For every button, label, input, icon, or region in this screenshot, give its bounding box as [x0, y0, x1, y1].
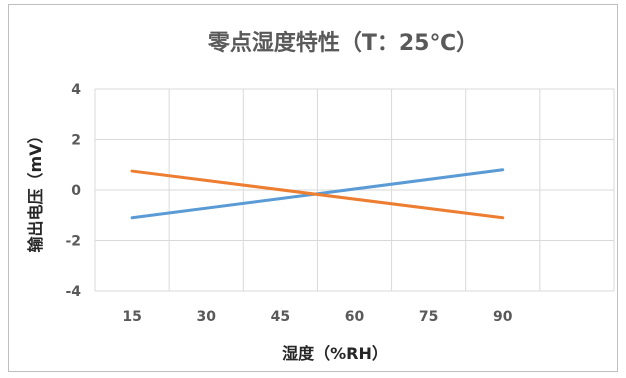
- series-line-2: [130, 169, 505, 220]
- y-tick-label: 4: [71, 82, 81, 98]
- chart-frame: [8, 4, 618, 372]
- y-axis-ticks: 4 2 0 -2 -4: [65, 82, 81, 300]
- x-tick-label: 30: [196, 309, 216, 325]
- y-axis-title: 输出电压（mV）: [26, 127, 45, 252]
- x-tick-label: 15: [122, 309, 141, 325]
- y-tick-label: -4: [65, 284, 81, 300]
- x-tick-label: 90: [493, 309, 513, 325]
- grid: [94, 88, 615, 292]
- x-tick-label: 75: [419, 309, 438, 325]
- y-tick-label: 0: [71, 183, 81, 199]
- x-tick-label: 45: [271, 309, 290, 325]
- x-axis-ticks: 15 30 45 60 75 90: [122, 309, 512, 325]
- y-tick-label: -2: [65, 234, 81, 250]
- y-tick-label: 2: [71, 133, 81, 149]
- series-layer: [130, 168, 505, 220]
- x-axis-title: 湿度（%RH）: [281, 344, 388, 363]
- x-tick-label: 60: [345, 309, 365, 325]
- chart-title: 零点湿度特性（T：25℃）: [207, 30, 478, 56]
